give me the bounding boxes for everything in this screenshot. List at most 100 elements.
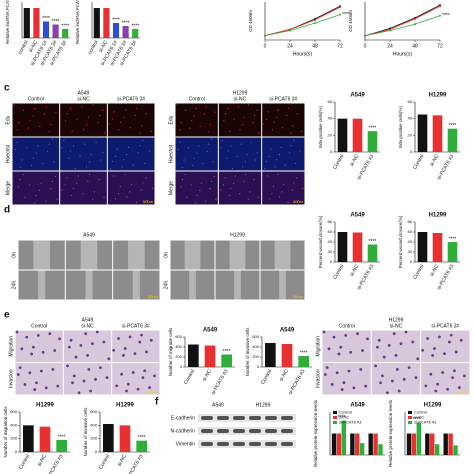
- bar: [359, 443, 365, 455]
- cell-dot: [24, 196, 26, 198]
- bar: [33, 8, 40, 38]
- cell-dot: [127, 146, 130, 148]
- bar: [453, 445, 458, 455]
- cell-dot: [392, 332, 396, 336]
- cell-dot: [276, 116, 278, 118]
- cell-dot: [22, 173, 24, 176]
- cell-dot: [42, 163, 44, 165]
- bar: [447, 242, 458, 262]
- image-row-label: Edu: [168, 115, 174, 124]
- cell-dot: [13, 104, 15, 106]
- x-tick-label: si-NC: [98, 39, 110, 53]
- cell-dot: [385, 391, 389, 395]
- cell-dot: [141, 376, 145, 380]
- cell-dot: [240, 143, 242, 145]
- cell-dot: [129, 127, 131, 129]
- legend-label: Control: [339, 410, 352, 415]
- cell-dot: [342, 381, 346, 385]
- image-row-label: Merge: [168, 181, 174, 195]
- cell-dot: [69, 338, 73, 342]
- image-title: A549: [83, 232, 95, 238]
- cell-dot: [231, 168, 234, 170]
- bar: [52, 24, 59, 38]
- blot-band: [265, 429, 277, 433]
- y-tick-label: 0: [330, 259, 333, 264]
- significance-label: ****: [112, 17, 120, 23]
- cell-dot: [121, 166, 123, 168]
- micrograph: [371, 330, 421, 362]
- significance-label: ****: [42, 16, 50, 22]
- image-column-label: si-PCAT6 3#: [122, 323, 150, 329]
- cell-dot: [322, 330, 326, 334]
- blot-band: [201, 442, 213, 446]
- chart-title: H1299: [429, 213, 447, 219]
- line: [364, 5, 441, 37]
- y-tick-label: 20: [408, 249, 413, 254]
- cell-dot: [135, 201, 138, 203]
- cell-dot: [293, 139, 295, 142]
- significance-label: ****: [122, 20, 130, 26]
- bar: [221, 354, 232, 367]
- significance-label: ****: [369, 125, 377, 131]
- cell-dot: [17, 186, 19, 188]
- x-tick-label: 48: [412, 43, 418, 49]
- cell-dot: [407, 366, 411, 370]
- cell-dot: [89, 173, 91, 175]
- cell-dot: [205, 200, 207, 202]
- cell-dot: [255, 159, 257, 161]
- y-tick-label: 400: [175, 344, 182, 349]
- image-title: A549: [82, 317, 94, 323]
- y-tick-label: 600: [175, 334, 182, 339]
- cell-dot: [87, 180, 89, 182]
- significance-label: ****: [131, 23, 139, 29]
- cell-dot: [258, 132, 260, 134]
- cell-dot: [68, 157, 70, 159]
- cell-dot: [184, 173, 186, 176]
- cell-dot: [194, 202, 197, 204]
- cell-dot: [399, 342, 403, 346]
- cell-dot: [352, 386, 356, 390]
- bar: [341, 420, 347, 455]
- cell-dot: [15, 330, 19, 334]
- point: [414, 17, 416, 20]
- cell-dot: [117, 193, 120, 195]
- point: [439, 14, 441, 17]
- cell-dot: [446, 387, 449, 391]
- cell-dot: [264, 168, 266, 170]
- bar: [265, 343, 276, 367]
- micrograph: [421, 330, 470, 362]
- cell-dot: [411, 340, 415, 344]
- cell-dot: [36, 334, 40, 337]
- bar: [432, 233, 443, 262]
- cell-dot: [277, 173, 279, 175]
- cell-dot: [292, 125, 294, 127]
- cell-dot: [55, 111, 57, 113]
- cell-dot: [29, 184, 31, 186]
- cell-dot: [27, 127, 30, 129]
- cell-dot: [387, 343, 391, 347]
- y-tick-label: 0: [15, 449, 18, 454]
- cell-dot: [325, 366, 329, 370]
- significance-label: ****: [449, 236, 457, 242]
- x-tick-label: si-PCAT6 #3: [45, 453, 64, 474]
- cell-dot: [246, 154, 248, 156]
- legend-label: si-PCAT6 #3: [414, 420, 437, 425]
- cell-dot: [451, 376, 454, 380]
- bar: [122, 26, 129, 38]
- cell-dot: [290, 132, 292, 134]
- image-title: H1299: [230, 232, 245, 238]
- cell-dot: [71, 130, 73, 132]
- y-tick-label: 40: [408, 239, 413, 244]
- cell-dot: [61, 189, 63, 191]
- image-row-label: Migration: [315, 336, 321, 357]
- cell-dot: [97, 122, 99, 124]
- cell-dot: [212, 161, 214, 163]
- x-tick-label: 72: [337, 43, 343, 49]
- cell-dot: [45, 200, 47, 202]
- cell-dot: [108, 123, 110, 125]
- cell-dot: [209, 123, 212, 126]
- cell-dot: [105, 376, 109, 380]
- bar: [417, 232, 428, 262]
- cell-dot: [85, 166, 88, 168]
- cell-dot: [48, 332, 52, 336]
